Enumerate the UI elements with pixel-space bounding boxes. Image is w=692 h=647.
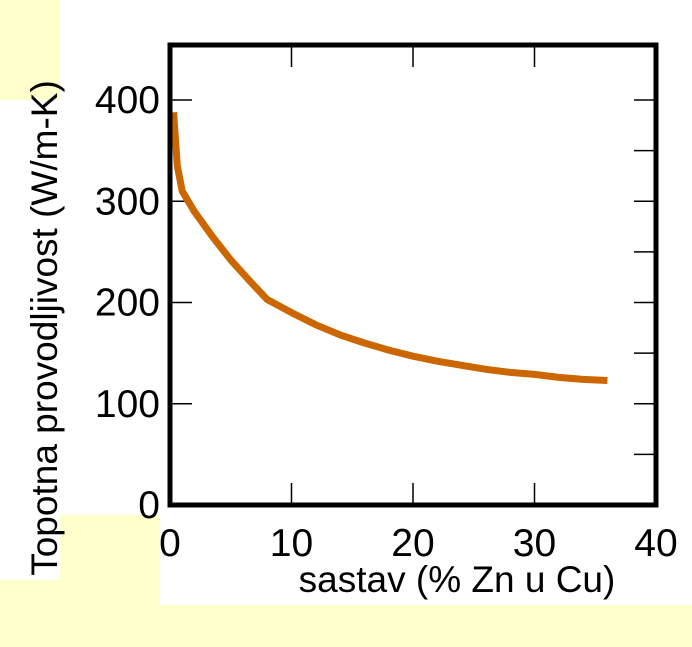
y-tick-label: 100 bbox=[95, 383, 160, 426]
y-tick-label: 0 bbox=[138, 484, 160, 527]
y-tick-label: 300 bbox=[95, 180, 160, 223]
y-tick-label: 200 bbox=[95, 282, 160, 325]
x-tick-label: 40 bbox=[634, 522, 677, 565]
y-tick-label: 400 bbox=[95, 79, 160, 122]
plot-backdrop bbox=[60, 0, 692, 515]
x-tick-label: 0 bbox=[159, 522, 181, 565]
plot-frame bbox=[167, 42, 659, 508]
y-axis-label: Topotna provodljivost (W/m-K) bbox=[24, 80, 65, 576]
x-tick-label: 20 bbox=[391, 522, 434, 565]
x-axis-label: sastav (% Zn u Cu) bbox=[299, 559, 616, 600]
series-line bbox=[170, 111, 608, 384]
x-tick-label: 10 bbox=[270, 522, 313, 565]
xlabel-backdrop bbox=[160, 515, 692, 605]
axis-ticks bbox=[170, 45, 656, 505]
x-tick-label: 30 bbox=[513, 522, 556, 565]
series-layer bbox=[170, 111, 608, 384]
ylabel-backdrop bbox=[0, 100, 60, 580]
